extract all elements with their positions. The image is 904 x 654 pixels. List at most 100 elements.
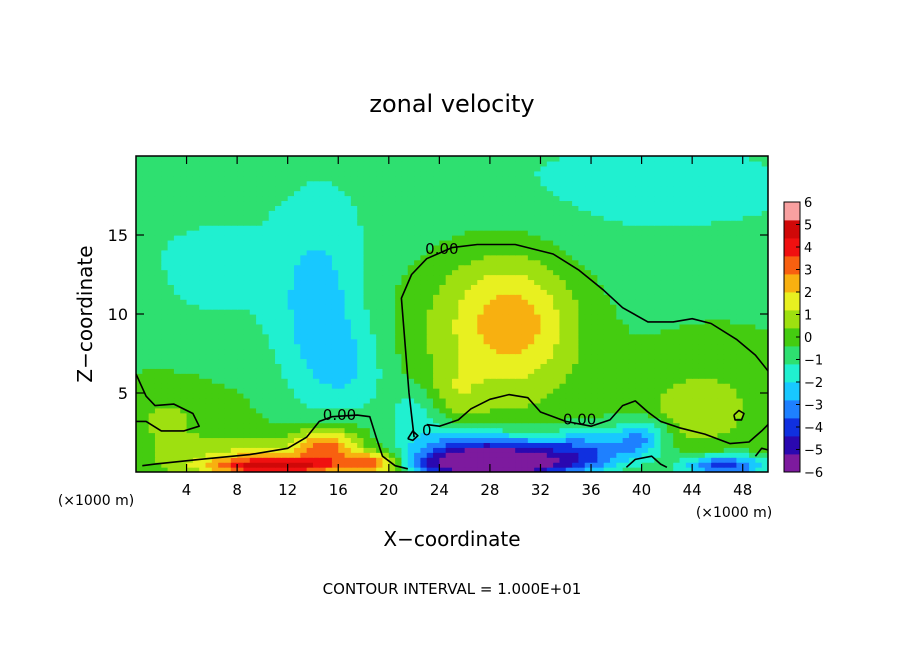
heatmap-cell bbox=[470, 299, 478, 305]
heatmap-cell bbox=[452, 343, 459, 350]
heatmap-cell bbox=[685, 467, 693, 472]
heatmap-cell bbox=[173, 264, 181, 271]
heatmap-cell bbox=[331, 254, 339, 261]
heatmap-cell bbox=[173, 422, 181, 429]
heatmap-cell bbox=[211, 407, 219, 414]
heatmap-cell bbox=[395, 368, 403, 374]
heatmap-cell bbox=[464, 264, 472, 271]
heatmap-cell bbox=[534, 427, 542, 434]
heatmap-cell bbox=[749, 368, 756, 374]
heatmap-cell bbox=[256, 269, 263, 276]
heatmap-cell bbox=[635, 412, 643, 419]
heatmap-cell bbox=[464, 417, 472, 424]
heatmap-cell bbox=[742, 378, 750, 384]
heatmap-cell bbox=[306, 373, 314, 379]
heatmap-cell bbox=[325, 254, 333, 261]
heatmap-cell bbox=[407, 264, 415, 271]
heatmap-cell bbox=[161, 230, 169, 236]
heatmap-cell bbox=[489, 225, 497, 231]
heatmap-cell bbox=[382, 235, 390, 241]
heatmap-cell bbox=[470, 323, 478, 330]
heatmap-cell bbox=[369, 452, 377, 458]
heatmap-cell bbox=[136, 289, 143, 295]
heatmap-cell bbox=[628, 254, 636, 261]
heatmap-cell bbox=[458, 417, 466, 424]
heatmap-cell bbox=[616, 279, 624, 285]
heatmap-cell bbox=[452, 378, 459, 384]
heatmap-cell bbox=[534, 393, 542, 399]
heatmap-cell bbox=[717, 269, 725, 276]
heatmap-cell bbox=[294, 289, 301, 295]
heatmap-cell bbox=[306, 289, 314, 295]
heatmap-cell bbox=[173, 397, 181, 404]
heatmap-cell bbox=[755, 407, 763, 414]
heatmap-cell bbox=[414, 452, 421, 458]
heatmap-cell bbox=[237, 264, 245, 271]
heatmap-cell bbox=[673, 402, 681, 409]
heatmap-cell bbox=[420, 457, 428, 463]
heatmap-cell bbox=[452, 304, 459, 310]
heatmap-cell bbox=[173, 235, 181, 241]
heatmap-cell bbox=[199, 447, 207, 453]
heatmap-cell bbox=[407, 294, 415, 300]
heatmap-cell bbox=[395, 318, 403, 325]
heatmap-cell bbox=[395, 338, 403, 345]
heatmap-cell bbox=[730, 417, 737, 424]
heatmap-cell bbox=[527, 328, 535, 335]
heatmap-cell bbox=[414, 284, 421, 290]
heatmap-cell bbox=[704, 304, 712, 310]
heatmap-cell bbox=[218, 289, 226, 295]
heatmap-cell bbox=[256, 323, 263, 330]
heatmap-cell bbox=[584, 343, 592, 350]
heatmap-cell bbox=[395, 378, 403, 384]
heatmap-cell bbox=[553, 249, 561, 256]
heatmap-cell bbox=[508, 279, 516, 285]
heatmap-cell bbox=[679, 318, 687, 325]
heatmap-cell bbox=[350, 437, 358, 443]
heatmap-cell bbox=[439, 363, 447, 369]
heatmap-cell bbox=[407, 368, 415, 374]
heatmap-cell bbox=[742, 244, 750, 251]
heatmap-cell bbox=[294, 363, 301, 369]
heatmap-cell bbox=[186, 353, 194, 360]
heatmap-cell bbox=[654, 452, 662, 458]
heatmap-cell bbox=[749, 309, 756, 315]
heatmap-cell bbox=[312, 259, 320, 266]
heatmap-cell bbox=[281, 304, 289, 310]
heatmap-cell bbox=[401, 323, 409, 330]
heatmap-cell bbox=[711, 259, 719, 266]
heatmap-cell bbox=[395, 314, 403, 320]
heatmap-cell bbox=[243, 437, 251, 443]
heatmap-cell bbox=[540, 462, 548, 468]
heatmap-cell bbox=[641, 447, 649, 453]
heatmap-cell bbox=[350, 393, 358, 399]
heatmap-cell bbox=[439, 314, 447, 320]
heatmap-cell bbox=[464, 328, 472, 335]
heatmap-cell bbox=[553, 383, 561, 389]
heatmap-cell bbox=[395, 363, 403, 369]
heatmap-cell bbox=[603, 447, 611, 453]
heatmap-cell bbox=[338, 254, 346, 261]
heatmap-cell bbox=[249, 289, 257, 295]
heatmap-cell bbox=[711, 402, 719, 409]
heatmap-cell bbox=[338, 264, 346, 271]
heatmap-cell bbox=[534, 230, 542, 236]
heatmap-cell bbox=[742, 417, 750, 424]
heatmap-cell bbox=[136, 299, 143, 305]
heatmap-cell bbox=[319, 249, 327, 256]
heatmap-cell bbox=[755, 422, 763, 429]
heatmap-cell bbox=[281, 412, 289, 419]
heatmap-cell bbox=[496, 442, 504, 448]
heatmap-cell bbox=[616, 264, 624, 271]
heatmap-cell bbox=[470, 343, 478, 350]
heatmap-cell bbox=[331, 314, 339, 320]
heatmap-cell bbox=[136, 328, 143, 335]
heatmap-cell bbox=[673, 230, 681, 236]
heatmap-cell bbox=[483, 452, 491, 458]
heatmap-cell bbox=[199, 239, 207, 246]
heatmap-cell bbox=[388, 244, 396, 251]
heatmap-cell bbox=[376, 274, 384, 281]
heatmap-cell bbox=[199, 402, 207, 409]
heatmap-cell bbox=[742, 294, 750, 300]
heatmap-cell bbox=[445, 462, 453, 468]
